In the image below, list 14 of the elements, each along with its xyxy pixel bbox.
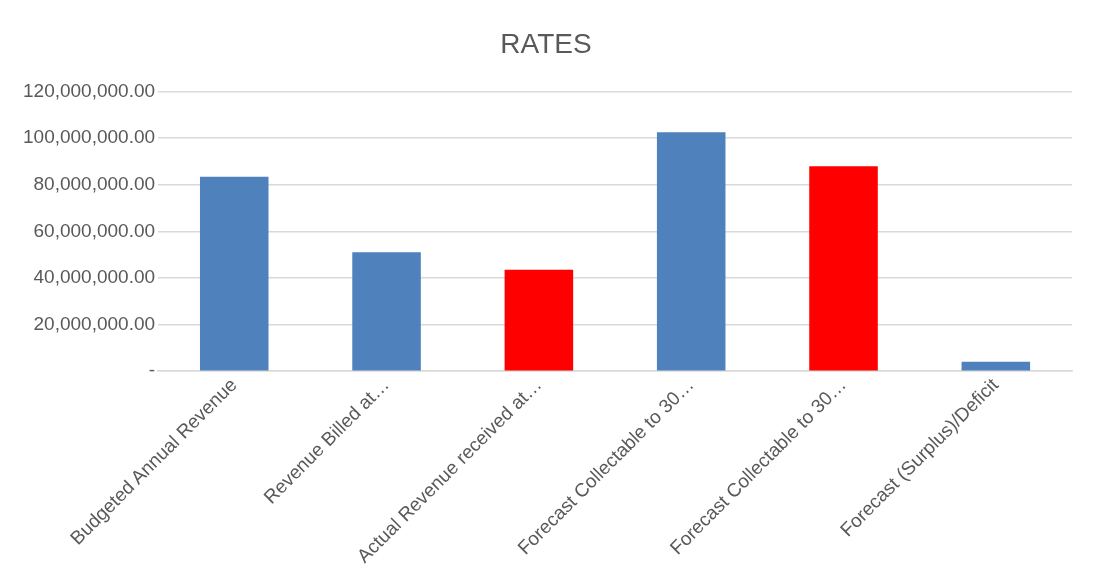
bar — [656, 132, 726, 371]
y-tick-label: 20,000,000.00 — [33, 312, 156, 334]
y-tick-label: 80,000,000.00 — [33, 173, 156, 195]
bar — [504, 269, 574, 371]
y-tick-label: 120,000,000.00 — [22, 79, 156, 101]
bar — [809, 166, 878, 371]
y-tick-label: 100,000,000.00 — [22, 126, 156, 148]
y-tick-label: 40,000,000.00 — [33, 266, 156, 288]
chart-title: RATES — [500, 27, 592, 59]
y-tick-label: 60,000,000.00 — [33, 219, 156, 241]
y-tick-label: - — [148, 359, 156, 381]
bar — [199, 176, 269, 371]
bar — [961, 361, 1031, 371]
bar — [352, 252, 421, 371]
